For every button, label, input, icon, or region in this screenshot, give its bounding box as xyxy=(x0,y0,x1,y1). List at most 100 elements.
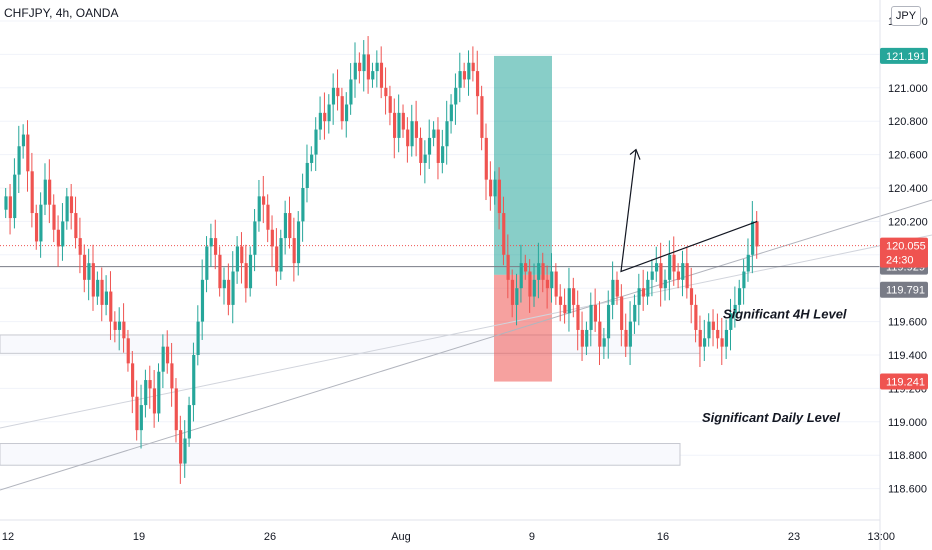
x-tick-label: 19 xyxy=(133,531,145,543)
candle xyxy=(628,301,632,366)
y-tick-label: 120.200 xyxy=(888,216,928,228)
candle xyxy=(558,284,563,322)
candle xyxy=(427,119,432,169)
candle xyxy=(707,313,711,347)
candle xyxy=(475,50,480,115)
candle xyxy=(724,319,729,360)
zone-4h[interactable] xyxy=(0,334,701,354)
candle xyxy=(397,94,401,153)
candle xyxy=(126,329,130,372)
candle xyxy=(462,62,467,88)
candle xyxy=(200,259,205,340)
candle xyxy=(384,67,388,115)
candle xyxy=(323,92,327,140)
candle xyxy=(56,215,60,267)
candle xyxy=(266,194,270,243)
candle xyxy=(366,36,370,94)
candle xyxy=(641,269,646,311)
candle xyxy=(310,146,314,172)
stop-zone[interactable] xyxy=(494,274,552,382)
candle xyxy=(65,188,69,230)
candle xyxy=(222,267,226,305)
candle xyxy=(183,420,187,478)
candle xyxy=(637,273,641,326)
candle xyxy=(703,319,707,362)
candle xyxy=(205,236,209,293)
candle xyxy=(283,200,288,255)
candle xyxy=(340,87,344,130)
candle xyxy=(227,263,231,316)
candle xyxy=(17,125,21,194)
candle xyxy=(144,369,148,418)
candle xyxy=(689,267,694,324)
candle xyxy=(218,246,222,297)
candle xyxy=(331,73,336,125)
candle xyxy=(318,96,322,140)
candle xyxy=(458,52,462,103)
candle xyxy=(61,203,65,261)
trendline-upper[interactable] xyxy=(0,234,932,429)
candle xyxy=(8,183,12,235)
symbol-title: CHFJPY, 4h, OANDA xyxy=(4,6,119,20)
candle xyxy=(74,196,78,249)
candle xyxy=(301,173,305,242)
candle xyxy=(257,179,261,232)
candle xyxy=(755,211,759,259)
candle xyxy=(624,313,628,358)
candle xyxy=(327,94,331,134)
candle xyxy=(489,161,493,211)
candle xyxy=(43,163,47,216)
y-tick-label: 120.400 xyxy=(888,183,928,195)
candle xyxy=(676,263,680,289)
candle xyxy=(598,301,602,366)
candle xyxy=(646,271,650,305)
currency-button[interactable]: JPY xyxy=(891,6,921,26)
candle xyxy=(510,269,515,318)
y-tick-label: 120.800 xyxy=(888,116,928,128)
candle xyxy=(615,271,619,305)
candle xyxy=(454,73,458,125)
y-tick-label: 118.800 xyxy=(888,450,927,462)
candle xyxy=(78,217,82,274)
candle xyxy=(4,188,8,219)
candle xyxy=(122,303,126,353)
x-tick-label: 23 xyxy=(788,531,800,543)
candle xyxy=(733,286,737,328)
candle xyxy=(602,327,606,360)
candle xyxy=(362,40,366,92)
x-tick-label: 9 xyxy=(529,531,535,543)
price-tag-last xyxy=(880,237,928,268)
candle xyxy=(161,334,165,389)
candle xyxy=(593,288,598,332)
candle xyxy=(371,62,375,88)
candle xyxy=(157,363,161,422)
candle xyxy=(292,217,296,282)
candle xyxy=(113,311,117,343)
projection-arrow[interactable] xyxy=(620,149,758,273)
candle xyxy=(248,246,253,297)
candle xyxy=(213,219,218,270)
candle xyxy=(375,50,379,88)
candle xyxy=(179,415,183,484)
candle xyxy=(515,273,519,326)
candle xyxy=(388,85,392,126)
trendline-lower[interactable] xyxy=(0,199,932,491)
candle xyxy=(668,240,672,301)
annotation-4h-level: Significant 4H Level xyxy=(723,306,847,321)
candle xyxy=(419,127,423,176)
price-tag-stop-label: 119.241 xyxy=(886,377,925,389)
candle xyxy=(471,46,475,82)
candle xyxy=(244,244,248,303)
y-tick-label: 118.600 xyxy=(888,484,927,496)
candle xyxy=(165,330,170,374)
zone-daily[interactable] xyxy=(0,443,681,466)
price-tag-target-label: 121.191 xyxy=(886,51,926,63)
candle xyxy=(563,288,567,324)
candle xyxy=(423,140,427,184)
candle xyxy=(148,365,152,409)
candle xyxy=(550,253,554,303)
candle xyxy=(694,294,698,343)
candle xyxy=(379,46,384,99)
